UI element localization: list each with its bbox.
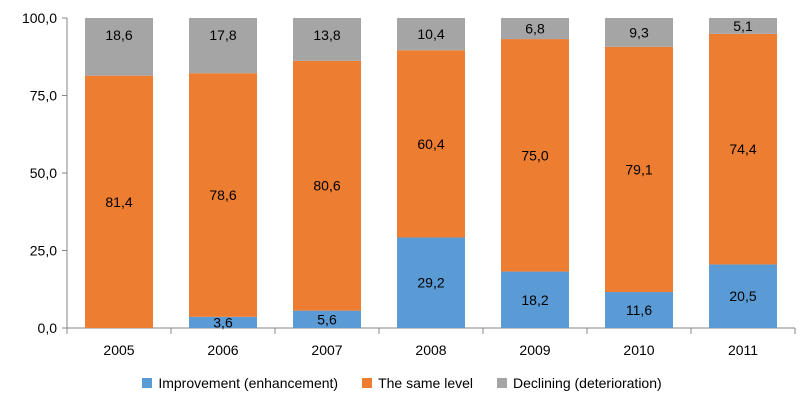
data-label: 9,3 [629,24,649,40]
legend-swatch [362,378,373,388]
legend-swatch [497,378,508,388]
data-label: 81,4 [105,194,132,210]
y-axis: 0,0 25,0 50,0 75,0 100,0 [22,10,68,336]
data-label: 11,6 [626,302,652,318]
data-label: 3,6 [213,314,233,330]
bar-segment [293,18,361,61]
data-label: 18,6 [105,27,132,43]
legend-swatch [142,378,153,388]
legend-item: Improvement (enhancement) [142,375,338,391]
bar-segment [709,264,777,328]
bar-segment [397,50,465,238]
y-tick-label: 100,0 [22,10,57,26]
bar-segment [189,18,257,74]
x-tick-label: 2006 [207,342,238,358]
data-label: 74,4 [729,141,756,157]
data-labels-group: 81,4 18,6 3,6 78,6 17,8 5,6 80,6 13,8 29,2 60,4 10… [105,18,756,331]
bar-segment [293,310,361,328]
data-label: 29,2 [417,275,444,291]
bar-segment [501,18,569,40]
bars-group [85,18,777,328]
legend-item: The same level [362,375,473,391]
data-label: 80,6 [313,178,340,194]
bar-segment [397,237,465,328]
data-label: 78,6 [209,187,236,203]
bar-segment [709,18,777,34]
data-label: 13,8 [313,27,340,43]
bar-segment [501,271,569,328]
data-label: 10,4 [417,26,444,42]
x-tick-label: 2005 [103,342,134,358]
bar-segment [605,18,673,47]
y-tick-label: 0,0 [38,320,58,336]
data-label: 5,1 [733,18,753,34]
x-tick-label: 2008 [415,342,446,358]
data-label: 6,8 [525,21,545,37]
legend: Improvement (enhancement) The same level D… [0,372,804,394]
data-label: 17,8 [209,27,236,43]
bar-segment [605,46,673,293]
bar-segment [605,292,673,328]
x-tick-label: 2010 [623,342,654,358]
data-label: 5,6 [317,311,337,327]
bar-segment [501,39,569,272]
y-tick-label: 50,0 [30,165,57,181]
x-tick-label: 2007 [311,342,342,358]
y-tick-label: 75,0 [30,88,57,104]
bar-segment [189,73,257,317]
x-axis: 2005 2006 2007 2008 2009 2010 2011 [66,327,796,358]
x-tick-label: 2011 [728,342,758,358]
legend-label: The same level [378,375,474,391]
legend-item: Declining (deterioration) [497,375,662,391]
bar-segment [397,18,465,51]
bar-segment [85,75,153,328]
data-label: 75,0 [521,147,548,163]
data-label: 60,4 [417,136,444,152]
legend-label: Improvement (enhancement) [158,375,339,391]
bar-segment [709,33,777,265]
data-label: 20,5 [729,288,756,304]
legend-label: Declining (deterioration) [513,375,662,391]
bar-segment [189,316,257,328]
bar-segment [293,60,361,311]
bar-segment [85,18,153,76]
data-label: 79,1 [625,161,652,177]
data-label: 18,2 [521,292,548,308]
y-tick-label: 25,0 [30,243,57,259]
x-tick-label: 2009 [519,342,550,358]
